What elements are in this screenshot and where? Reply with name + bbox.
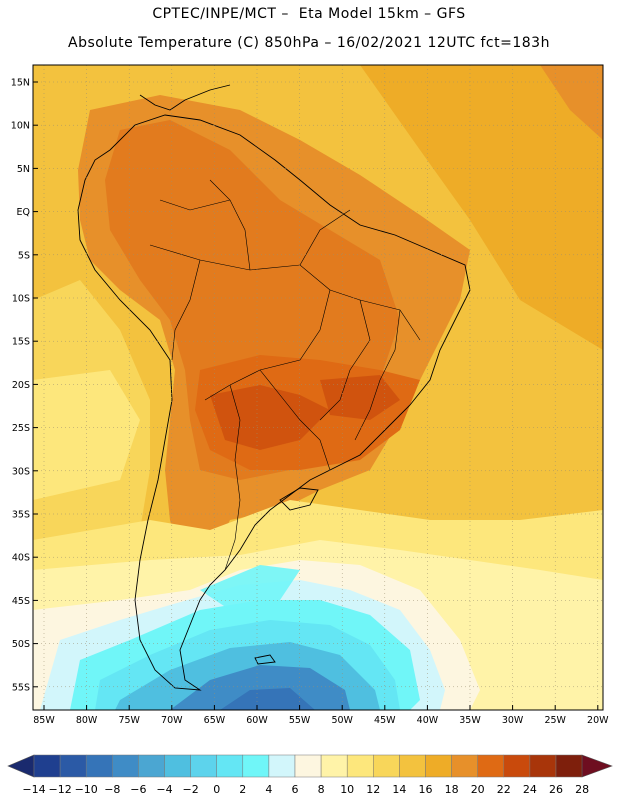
lat-label: 55S [12, 682, 30, 693]
colorbar-label: −14 [22, 783, 45, 796]
lat-label: 30S [12, 466, 30, 477]
title-line-2: Absolute Temperature (C) 850hPa – 16/02/… [68, 35, 550, 51]
colorbar-label: 10 [340, 783, 354, 796]
lat-label: 5N [17, 164, 30, 175]
colorbar-label: 14 [392, 783, 406, 796]
lat-label: 25S [12, 423, 30, 434]
colorbar-label: 22 [497, 783, 511, 796]
colorbar-swatch [373, 754, 400, 778]
lon-label: 60W [246, 715, 268, 726]
colorbar-label: −10 [75, 783, 98, 796]
colorbar-swatch [320, 754, 348, 778]
lat-label: 40S [12, 553, 30, 564]
colorbar-label: 18 [445, 783, 459, 796]
colorbar-label: −6 [130, 783, 146, 796]
lat-label: 10N [11, 121, 30, 132]
lon-label: 50W [331, 715, 353, 726]
colorbar-label: 16 [419, 783, 433, 796]
colorbar-swatch [242, 754, 270, 778]
colorbar-swatch [503, 754, 531, 778]
longitude-labels: 85W 80W 75W 70W 65W 60W 55W 50W 45W 40W 35W 30W 25W 2… [33, 705, 609, 726]
colorbar-label: −12 [48, 783, 71, 796]
colorbar-label: 24 [523, 783, 537, 796]
colorbar-label: 26 [549, 783, 563, 796]
lon-label: 70W [161, 715, 183, 726]
colorbar-swatch [477, 754, 505, 778]
colorbar-label: 28 [575, 783, 589, 796]
colorbar-swatch [85, 754, 113, 778]
lon-label: 75W [118, 715, 140, 726]
borders [149, 179, 421, 571]
colorbar-swatch [33, 754, 61, 778]
colorbar-label: 12 [366, 783, 380, 796]
coastline [77, 84, 471, 691]
lat-label: 10S [12, 294, 30, 305]
colorbar-swatch [399, 754, 426, 778]
colorbar-label: 8 [318, 783, 325, 796]
colorbar-swatch [59, 754, 87, 778]
colorbar-label: 0 [213, 783, 220, 796]
colorbar-label: −2 [182, 783, 198, 796]
colorbar-swatch [294, 754, 322, 778]
colorbar-swatch [555, 754, 583, 778]
colorbar-label: 2 [239, 783, 246, 796]
lon-label: 40W [417, 715, 439, 726]
lon-label: 25W [544, 715, 566, 726]
colorbar-labels: −14 −12 −10 −8 −6 −4 −2 0 2 4 6 8 10 12 14 16 18 20 22 24 26… [22, 783, 589, 796]
colorbar-label: 6 [292, 783, 299, 796]
lat-label: 50S [12, 639, 30, 650]
lon-label: 45W [374, 715, 396, 726]
colorbar-label: 4 [265, 783, 272, 796]
colorbar-swatch [216, 754, 244, 778]
lon-label: 80W [76, 715, 98, 726]
lon-label: 20W [587, 715, 609, 726]
colorbar-swatch [138, 754, 165, 778]
lon-label: 55W [289, 715, 311, 726]
temperature-field [33, 65, 603, 710]
lon-label: 30W [502, 715, 524, 726]
lat-label: 15S [12, 337, 30, 348]
colorbar-swatch [268, 754, 296, 778]
title-line-1: CPTEC/INPE/MCT – Eta Model 15km – GFS [152, 6, 466, 22]
colorbar-label: −4 [156, 783, 172, 796]
colorbar-label: 20 [471, 783, 485, 796]
colorbar-swatch [164, 754, 191, 778]
colorbar-swatch [425, 754, 452, 778]
colorbar-swatch [529, 754, 557, 778]
lat-label: 45S [12, 596, 30, 607]
colorbar-swatch [112, 754, 139, 778]
colorbar-arrow-left [7, 754, 35, 778]
lat-label: EQ [17, 207, 30, 218]
lat-label: 20S [12, 380, 30, 391]
lat-label: 5S [18, 250, 30, 261]
grid-lines [33, 65, 603, 710]
colorbar-swatch [451, 754, 478, 778]
colorbar-arrow-right [581, 754, 613, 778]
latitude-labels: 15N 10N 5N EQ 5S 10S 15S 20S 25S 30S 35S 40S 45S 50S 5… [11, 78, 38, 693]
colorbar-label: −8 [104, 783, 120, 796]
lon-label: 35W [459, 715, 481, 726]
colorbar-swatch [190, 754, 217, 778]
colorbar [7, 754, 613, 778]
lon-label: 85W [33, 715, 55, 726]
map-frame [32, 64, 604, 711]
lon-label: 65W [204, 715, 226, 726]
colorbar-swatch [346, 754, 374, 778]
lat-label: 15N [11, 78, 30, 89]
lat-label: 35S [12, 510, 30, 521]
